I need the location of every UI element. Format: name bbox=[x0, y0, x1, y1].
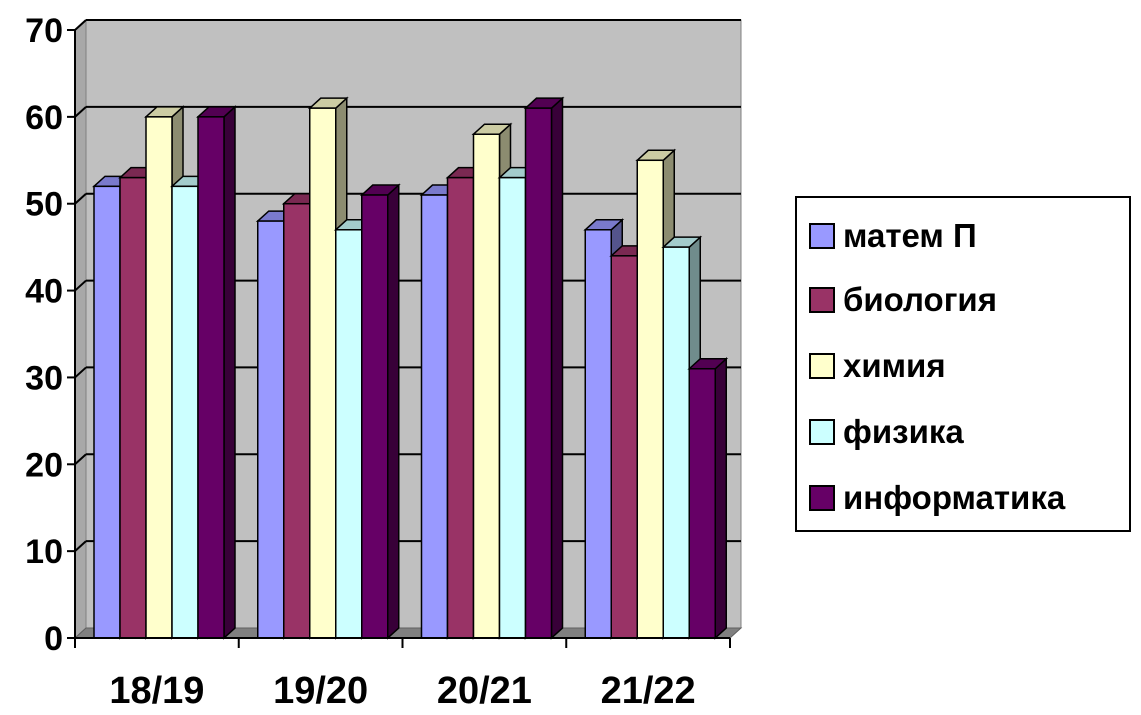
bar-side bbox=[714, 357, 727, 640]
bar-front bbox=[420, 194, 449, 639]
bar-front bbox=[93, 185, 121, 639]
legend-label: химия bbox=[843, 347, 946, 384]
bar-side bbox=[387, 183, 400, 640]
bar-front bbox=[361, 194, 389, 639]
legend-swatch bbox=[809, 287, 835, 313]
legend-swatch bbox=[809, 353, 835, 379]
bar-side bbox=[550, 96, 564, 640]
y-tick-label: 10 bbox=[25, 533, 63, 571]
legend-swatch bbox=[809, 485, 835, 511]
bar bbox=[523, 96, 565, 640]
bar-front bbox=[662, 246, 690, 639]
legend-label: биология bbox=[843, 281, 997, 318]
gridline bbox=[74, 366, 87, 379]
axes bbox=[67, 29, 731, 648]
y-tick-label: 60 bbox=[25, 99, 63, 137]
bar-front bbox=[119, 176, 147, 639]
legend-item: химия bbox=[809, 346, 946, 386]
y-tick-label: 20 bbox=[25, 446, 63, 484]
gridline bbox=[74, 106, 87, 118]
y-tick-label: 70 bbox=[25, 12, 63, 50]
bar-front bbox=[283, 202, 311, 639]
y-tick-label: 0 bbox=[44, 620, 63, 658]
gridline bbox=[74, 453, 87, 466]
legend-item: физика bbox=[809, 412, 964, 452]
legend-swatch bbox=[809, 419, 835, 445]
bar-front bbox=[472, 133, 501, 639]
bar-front bbox=[688, 367, 716, 639]
bar-front bbox=[498, 176, 527, 639]
bar-front bbox=[524, 107, 553, 639]
bar-front bbox=[610, 255, 638, 639]
legend-label: физика bbox=[843, 413, 964, 450]
legend-item: информатика bbox=[809, 478, 1065, 518]
bar-front bbox=[636, 159, 664, 639]
bar bbox=[687, 357, 729, 640]
y-tick-labels: 0 10 20 30 40 50 60 70 bbox=[25, 12, 63, 658]
gridline bbox=[74, 279, 87, 292]
bar-front bbox=[335, 229, 363, 639]
bar bbox=[359, 183, 401, 640]
legend-item: матем П bbox=[809, 216, 977, 256]
y-tick-label: 40 bbox=[25, 273, 63, 311]
x-tick-labels: 18/19 19/20 20/21 21/22 bbox=[109, 670, 695, 712]
legend-item: биология bbox=[809, 280, 997, 320]
x-tick-label: 18/19 bbox=[109, 670, 204, 712]
legend-swatch bbox=[809, 223, 835, 249]
bar-side bbox=[223, 105, 236, 640]
bar-front bbox=[446, 176, 475, 639]
bars bbox=[92, 96, 729, 640]
legend: матем П биология химия физика информатик… bbox=[795, 196, 1131, 532]
legend-label: информатика bbox=[843, 479, 1066, 516]
bar-front bbox=[309, 107, 337, 639]
gridline bbox=[74, 19, 87, 31]
bar-front bbox=[197, 116, 225, 639]
x-tick-label: 19/20 bbox=[273, 670, 368, 712]
y-tick-label: 30 bbox=[25, 359, 63, 397]
bar-front bbox=[257, 220, 285, 639]
gridline bbox=[74, 540, 87, 552]
x-tick-label: 20/21 bbox=[437, 670, 532, 712]
legend-label: матем П bbox=[843, 217, 977, 254]
bar-front bbox=[584, 229, 612, 639]
y-tick-label: 50 bbox=[25, 186, 63, 224]
gridline bbox=[74, 192, 87, 205]
bar bbox=[196, 105, 237, 640]
bar-front bbox=[171, 185, 199, 639]
x-tick-label: 21/22 bbox=[601, 670, 696, 712]
bar-front bbox=[145, 116, 173, 639]
